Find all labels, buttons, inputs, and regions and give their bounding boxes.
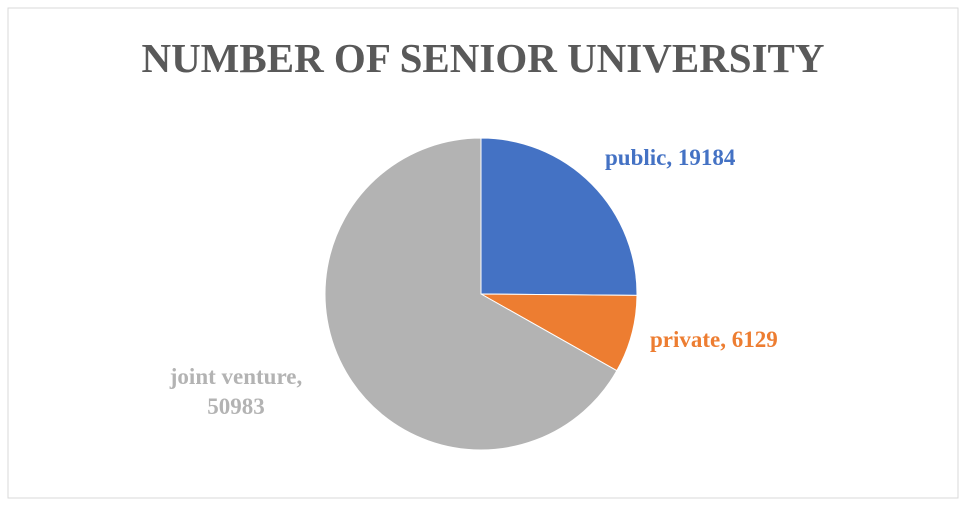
label-separator: , xyxy=(666,145,672,170)
data-label: private, 6129 xyxy=(650,327,778,352)
label-category: public xyxy=(605,145,666,170)
chart-title: NUMBER OF SENIOR UNIVERSITY xyxy=(141,35,824,81)
pie-slice xyxy=(480,137,638,296)
label-value: 50983 xyxy=(207,394,265,419)
label-separator: , xyxy=(296,364,302,389)
label-category: private xyxy=(650,327,720,352)
data-label: joint venture, 50983 xyxy=(169,364,302,419)
pie-slice xyxy=(324,137,618,451)
label-category: joint venture xyxy=(169,364,297,389)
label-separator: , xyxy=(720,327,726,352)
label-value: 19184 xyxy=(678,145,736,170)
data-label: public, 19184 xyxy=(605,145,736,170)
label-value: 6129 xyxy=(732,327,778,352)
